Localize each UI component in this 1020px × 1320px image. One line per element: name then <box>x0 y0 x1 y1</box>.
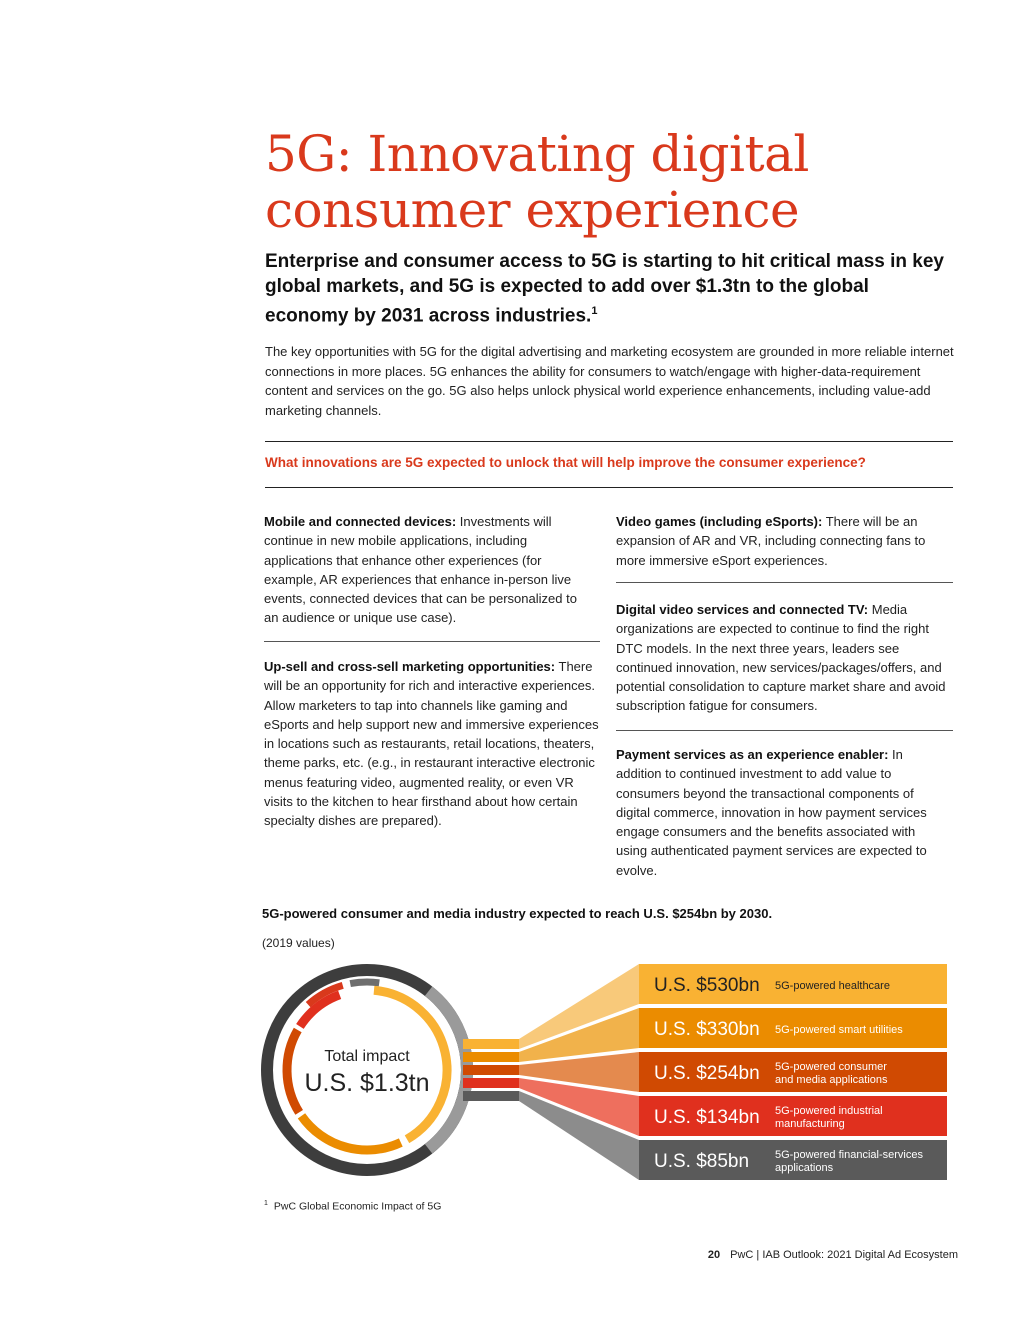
bar-value-label: U.S. $330bn <box>654 1019 760 1040</box>
connector-stub <box>463 1039 519 1049</box>
bar-category-label: 5G-powered healthcare <box>775 980 890 992</box>
innovation-games-heading: Video games (including eSports): <box>616 514 823 529</box>
intro-paragraph: The key opportunities with 5G for the di… <box>265 344 954 418</box>
divider-bottom <box>265 487 953 488</box>
innovation-payment-heading: Payment services as an experience enable… <box>616 747 889 762</box>
innovation-video-heading: Digital video services and connected TV: <box>616 602 869 617</box>
footnote-text: PwC Global Economic Impact of 5G <box>273 1200 442 1213</box>
total-impact-label: Total impact <box>324 1048 410 1065</box>
outer-ring-red-arc <box>305 982 344 1008</box>
page-title: 5G: Innovating digital consumer experien… <box>265 126 965 238</box>
question-heading: What innovations are 5G expected to unlo… <box>265 455 866 470</box>
bar-category-label: 5G-powered smart utilities <box>775 1024 903 1036</box>
connector-stub <box>463 1078 519 1088</box>
page-number: 20 <box>707 1249 721 1261</box>
divider-right-2 <box>616 730 953 731</box>
connector-funnel <box>519 1052 639 1092</box>
connector-stub <box>463 1052 519 1062</box>
bar-category-label: and media applications <box>775 1074 888 1086</box>
subheading: Enterprise and consumer access to 5G is … <box>265 249 945 328</box>
innovation-games-body: There will be an expansion of AR and VR,… <box>616 514 926 568</box>
ring-arc-healthcare <box>373 985 452 1144</box>
bar-category-label: 5G-powered industrial <box>775 1105 883 1117</box>
connector-funnel <box>519 964 639 1049</box>
innovation-mobile: Mobile and connected devices: Investment… <box>264 512 594 628</box>
footnote-number: 1 <box>264 1200 268 1207</box>
innovation-video-body: Media organizations are expected to cont… <box>616 602 946 714</box>
ring-arc-industrial <box>296 990 342 1030</box>
total-impact-value: U.S. $1.3tn <box>304 1069 429 1097</box>
innovation-mobile-heading: Mobile and connected devices: <box>264 514 457 529</box>
footnote: 1 PwC Global Economic Impact of 5G <box>264 1200 441 1213</box>
page-footer: 20 PwC | IAB Outlook: 2021 Digital Ad Eco… <box>708 1249 958 1261</box>
subheading-text: Enterprise and consumer access to 5G is … <box>265 251 944 327</box>
footer-text: PwC | IAB Outlook: 2021 Digital Ad Ecosy… <box>730 1249 958 1261</box>
bar <box>639 964 947 1004</box>
connectors <box>463 964 639 1180</box>
bar-category-label: applications <box>775 1162 834 1174</box>
innovation-games: Video games (including eSports): There w… <box>616 512 938 570</box>
bar-value-label: U.S. $530bn <box>654 975 760 996</box>
bar <box>639 1052 947 1092</box>
ring-group: Total impact U.S. $1.3tn <box>261 964 473 1176</box>
footnote-ref: 1 <box>591 305 598 317</box>
innovation-payment: Payment services as an experience enable… <box>616 745 946 880</box>
chart-title: 5G-powered consumer and media industry e… <box>262 906 773 921</box>
connector-stub <box>463 1091 519 1101</box>
outer-ring-gray-arc <box>349 978 380 988</box>
innovation-upsell-heading: Up-sell and cross-sell marketing opportu… <box>264 659 556 674</box>
bars: U.S. $530bn 5G-powered healthcare U.S. $33… <box>639 964 947 1180</box>
title-line-2: consumer experience <box>265 181 800 239</box>
bar-value-label: U.S. $134bn <box>654 1107 760 1128</box>
bar <box>639 1008 947 1048</box>
divider-right-1 <box>616 582 953 583</box>
ring-arc-utilities <box>297 1113 403 1155</box>
ring-arc-consumer <box>282 1027 304 1115</box>
innovation-payment-body: In addition to continued investment to a… <box>616 747 927 878</box>
connector-funnel <box>519 1091 639 1180</box>
connector-stub <box>463 1065 519 1075</box>
bar <box>639 1140 947 1180</box>
title-line-1: 5G: Innovating digital <box>265 125 809 183</box>
bar <box>639 1096 947 1136</box>
bar-value-label: U.S. $85bn <box>654 1151 749 1172</box>
innovation-mobile-body: Investments will continue in new mobile … <box>264 514 577 626</box>
connector-funnel <box>519 1008 639 1062</box>
bar-category-label: 5G-powered consumer <box>775 1061 887 1073</box>
bar-category-label: 5G-powered financial-services <box>775 1149 923 1161</box>
innovation-upsell: Up-sell and cross-sell marketing opportu… <box>264 657 600 831</box>
innovation-upsell-body: There will be an opportunity for rich an… <box>264 659 599 829</box>
bar-category-label: manufacturing <box>775 1118 845 1130</box>
impact-chart: Total impact U.S. $1.3tn U.S. $530bn 5G-p… <box>261 964 947 1180</box>
divider-left <box>264 641 600 642</box>
divider-top <box>265 441 953 442</box>
innovation-video: Digital video services and connected TV:… <box>616 600 950 716</box>
connector-funnel <box>519 1078 639 1136</box>
chart-subtitle: (2019 values) <box>262 936 335 950</box>
bar-value-label: U.S. $254bn <box>654 1063 760 1084</box>
